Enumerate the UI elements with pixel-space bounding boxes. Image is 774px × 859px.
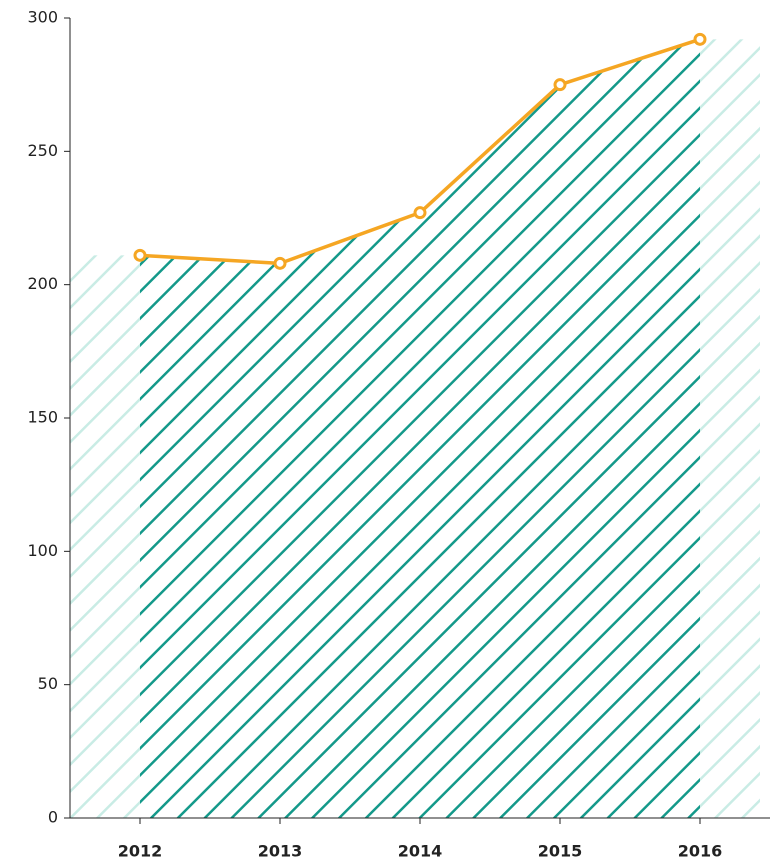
y-tick-label: 200 — [27, 274, 58, 293]
marker — [413, 206, 427, 220]
x-tick-label: 2016 — [678, 842, 723, 859]
x-tick-label: 2014 — [398, 842, 443, 859]
x-tick-label: 2015 — [538, 842, 583, 859]
y-tick-label: 250 — [27, 141, 58, 160]
y-tick-label: 150 — [27, 408, 58, 427]
x-tick-label: 2012 — [118, 842, 163, 859]
marker — [693, 32, 707, 46]
y-tick-label: 0 — [48, 808, 58, 827]
marker — [273, 256, 287, 270]
x-tick-label: 2013 — [258, 842, 303, 859]
area-extension — [700, 39, 760, 819]
y-tick-label: 50 — [38, 674, 58, 693]
y-tick-label: 100 — [27, 541, 58, 560]
y-tick-label: 300 — [27, 8, 58, 27]
area-extension — [70, 255, 140, 819]
area — [140, 39, 700, 819]
marker — [133, 248, 147, 262]
marker — [553, 78, 567, 92]
